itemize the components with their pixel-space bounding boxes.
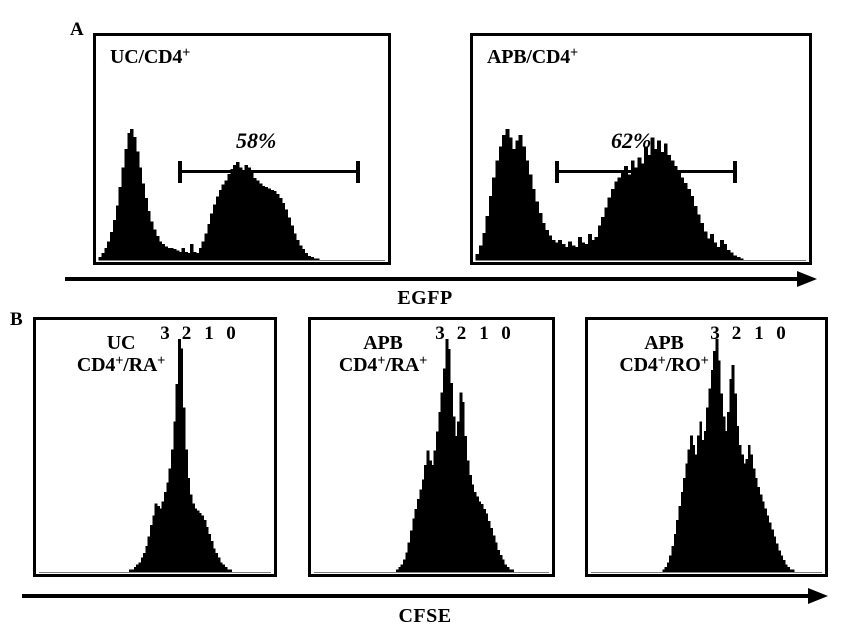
division-tick-3: 3 <box>160 323 170 344</box>
histogram-trace-a2 <box>475 129 807 261</box>
panel-letter-a: A <box>70 19 84 40</box>
plot-title-b2-sup-a: + <box>377 353 386 370</box>
division-tick-3: 3 <box>710 323 720 344</box>
division-tick-1: 1 <box>479 323 489 344</box>
axis-label-cfse: CFSE <box>398 605 452 627</box>
plot-title-b2-sep: /RA <box>385 354 420 377</box>
axis-shaft-cfse <box>22 594 811 598</box>
histogram-plot-apb-cd4[interactable]: APB/CD4+ 62% <box>470 33 812 265</box>
plot-title-b1-sup-a: + <box>115 353 124 370</box>
division-tick-3: 3 <box>435 323 445 344</box>
plot-title-b3-sep: /RO <box>665 354 701 377</box>
plot-title-b3-cd4: CD4 <box>619 354 658 377</box>
gate-bar-a2 <box>555 170 737 173</box>
division-tick-0: 0 <box>501 323 511 344</box>
gate-cap-right-a1 <box>356 161 360 183</box>
division-tick-2: 2 <box>181 323 192 344</box>
plot-title-b2-cd4: CD4 <box>338 354 378 377</box>
plot-title-a1: UC/CD4+ <box>110 46 190 68</box>
histogram-trace-a1 <box>98 129 386 261</box>
plot-area-a1 <box>96 36 388 262</box>
plot-title-a2-sup: + <box>570 44 579 61</box>
axis-shaft-egfp <box>65 277 800 281</box>
panel-letter-b: B <box>10 309 23 330</box>
plot-area-b3 <box>588 320 825 574</box>
plot-title-b1: UC CD4+/RA+ <box>66 332 176 377</box>
gate-percent-a2: 62% <box>611 128 652 153</box>
histogram-trace-b3 <box>590 339 823 573</box>
division-tick-1: 1 <box>754 323 764 344</box>
histogram-trace-b1 <box>38 339 272 573</box>
histogram-plot-uc-cd4[interactable]: UC/CD4+ 58% <box>93 33 391 265</box>
plot-area-b2 <box>311 320 552 574</box>
x-axis-cfse <box>22 588 828 604</box>
plot-title-b1-line1: UC <box>106 332 136 354</box>
gate-cap-right-a2 <box>733 161 737 183</box>
plot-area-a2 <box>473 36 809 262</box>
histogram-trace-b2 <box>313 339 550 573</box>
gate-marker-a1[interactable] <box>178 161 360 183</box>
arrow-right-icon <box>808 588 828 604</box>
plot-title-b1-line2: CD4+/RA+ <box>66 354 176 376</box>
x-axis-egfp <box>65 271 817 287</box>
arrow-right-icon <box>797 271 817 287</box>
division-tick-2: 2 <box>456 323 467 344</box>
plot-title-b2-sup-b: + <box>419 353 428 370</box>
plot-title-a2-text: APB/CD4 <box>487 46 571 68</box>
gate-bar-a1 <box>178 170 360 173</box>
plot-title-a2: APB/CD4+ <box>487 46 578 68</box>
division-tick-1: 1 <box>204 323 214 344</box>
division-tick-0: 0 <box>776 323 786 344</box>
plot-title-a1-text: UC/CD4 <box>110 46 183 68</box>
plot-title-b3-line1: APB <box>644 332 684 354</box>
plot-title-b2-line1: APB <box>363 332 403 354</box>
plot-title-b2-line2: CD4+/RA+ <box>325 354 441 376</box>
plot-title-b3-sup-a: + <box>657 353 666 370</box>
plot-title-a1-sup: + <box>182 44 191 61</box>
plot-title-b2: APB CD4+/RA+ <box>325 332 441 377</box>
plot-title-b1-sup-b: + <box>157 353 166 370</box>
plot-area-b1 <box>36 320 274 574</box>
gate-percent-a1: 58% <box>236 128 277 153</box>
axis-label-egfp: EGFP <box>397 287 453 309</box>
division-tick-0: 0 <box>226 323 236 344</box>
plot-title-b3-line2: CD4+/RO+ <box>606 354 722 376</box>
plot-title-b3-sup-b: + <box>700 353 709 370</box>
gate-marker-a2[interactable] <box>555 161 737 183</box>
plot-title-b1-cd4: CD4 <box>76 354 116 377</box>
division-tick-2: 2 <box>731 323 742 344</box>
plot-title-b3: APB CD4+/RO+ <box>606 332 722 377</box>
plot-title-b1-sep: /RA <box>123 354 158 377</box>
